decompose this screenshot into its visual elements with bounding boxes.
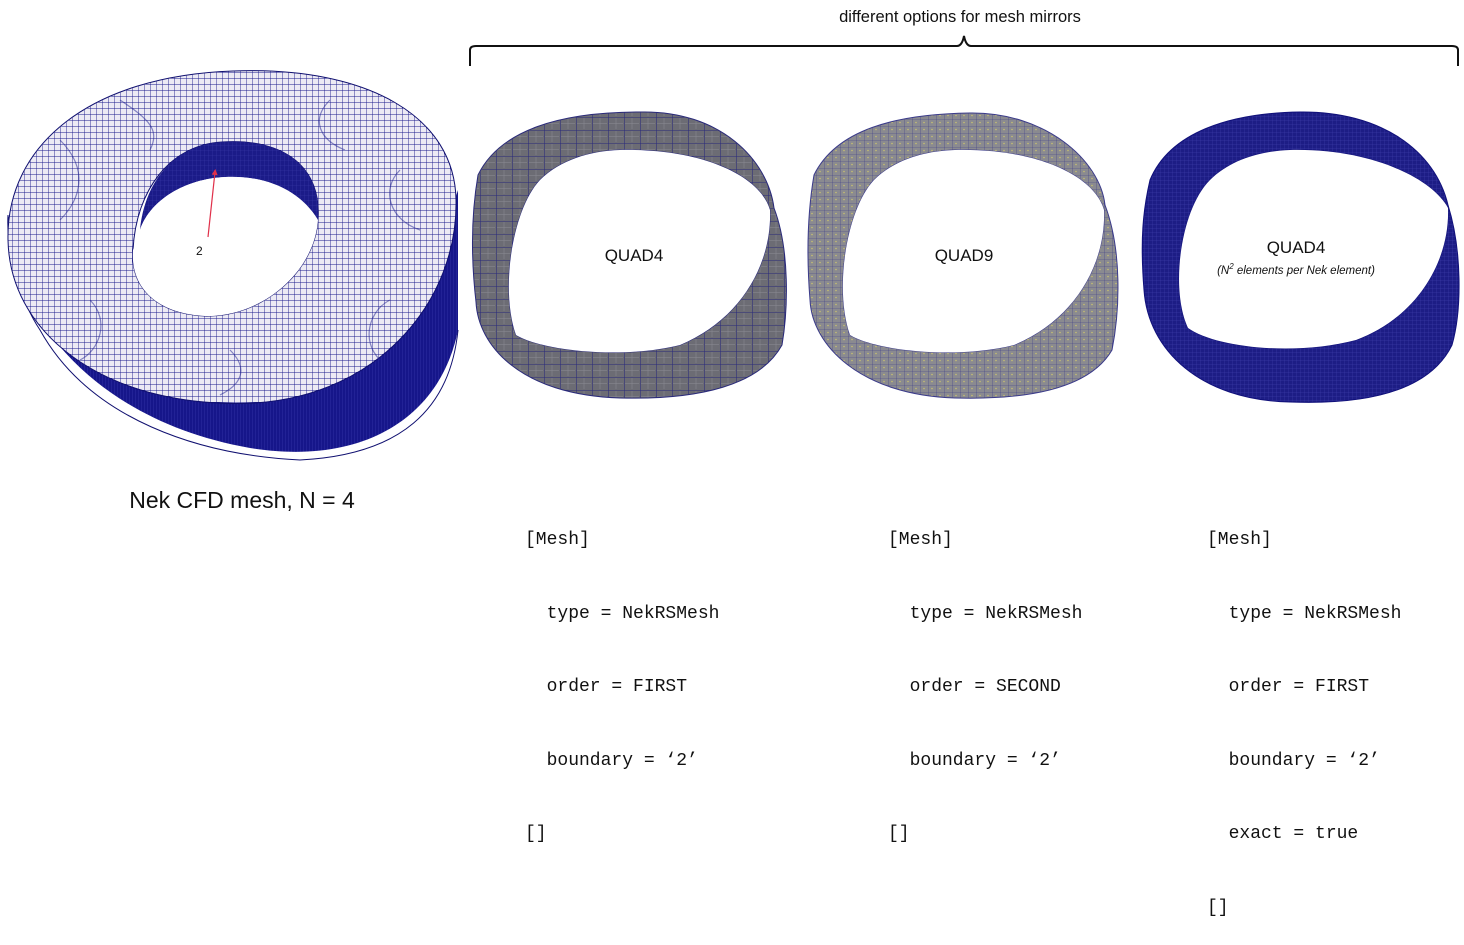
- mirror-1-code: [Mesh] type = NekRSMesh order = FIRST bo…: [525, 479, 719, 871]
- code-line: exact = true: [1207, 824, 1359, 844]
- code-line: []: [1207, 897, 1229, 918]
- mirror-quad9-band: [807, 112, 1119, 399]
- boundary-label: 2: [196, 244, 203, 258]
- code-line: boundary = ‘2’: [525, 750, 698, 771]
- torus-inner-wall: [140, 141, 319, 230]
- code-line: []: [525, 824, 547, 844]
- code-line: order = SECOND: [888, 677, 1061, 697]
- brace: [469, 35, 1459, 66]
- mirror-1-label: QUAD4: [604, 246, 664, 265]
- code-line: [Mesh]: [525, 530, 590, 550]
- mirror-2-label: QUAD9: [934, 246, 994, 265]
- code-line: type = NekRSMesh: [525, 603, 720, 624]
- main-mesh-caption: Nek CFD mesh, N = 4: [129, 487, 355, 513]
- code-line: boundary = ‘2’: [888, 750, 1061, 771]
- code-line: type = NekRSMesh: [1207, 603, 1402, 624]
- mirror-2-code: [Mesh] type = NekRSMesh order = SECOND b…: [888, 479, 1082, 871]
- mirror-quad4-band: [471, 111, 787, 399]
- mirror-quad4-exact-band: [1141, 111, 1460, 403]
- code-line: [Mesh]: [1207, 530, 1272, 550]
- code-line: order = FIRST: [525, 677, 688, 697]
- mirror-3-code: [Mesh] type = NekRSMesh order = FIRST bo…: [1207, 479, 1401, 945]
- code-line: order = FIRST: [1207, 677, 1370, 697]
- mirror-3-label: QUAD4: [1266, 238, 1326, 257]
- note-suffix: elements per Nek element): [1233, 264, 1375, 277]
- code-line: []: [888, 824, 910, 844]
- code-line: type = NekRSMesh: [888, 603, 1083, 624]
- code-line: boundary = ‘2’: [1207, 750, 1380, 771]
- nek-cfd-mesh-torus: [7, 70, 459, 461]
- mirror-3-note: (N2 elements per Nek element): [1176, 262, 1416, 277]
- note-prefix: (N: [1217, 264, 1230, 277]
- boundary-arrow: [207, 169, 218, 238]
- code-line: [Mesh]: [888, 530, 953, 550]
- note-superscript: 2: [1229, 262, 1234, 271]
- figure-canvas: [7, 35, 1460, 461]
- options-title: different options for mesh mirrors: [839, 8, 1081, 26]
